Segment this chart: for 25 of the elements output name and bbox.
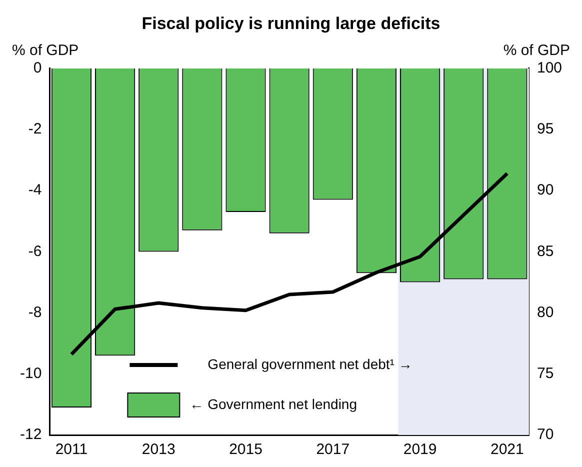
x-tick-label: 2017	[316, 441, 350, 458]
x-tick-label: 2011	[55, 441, 88, 458]
y-tick-label: -12	[20, 426, 42, 444]
x-tick-label: 2021	[490, 441, 524, 458]
x-tick-label: 2015	[229, 441, 262, 458]
x-tick-label: 2019	[403, 441, 437, 458]
legend-label: ← Government net lending	[190, 396, 358, 412]
y2-tick-label: 100	[536, 60, 562, 77]
y-tick-label: -6	[28, 242, 42, 260]
y2-tick-label: 70	[536, 426, 554, 444]
y-tick-label: -4	[28, 182, 42, 199]
y-tick-label: -10	[20, 365, 42, 382]
chart-title: Fiscal policy is running large deficits	[142, 14, 440, 33]
y2-tick-label: 75	[536, 365, 554, 382]
y-tick-label: -2	[28, 120, 42, 138]
y2-tick-label: 90	[536, 182, 554, 199]
y-tick-label: 0	[33, 60, 42, 77]
y2-tick-label: 85	[536, 242, 554, 260]
y2-axis-title: % of GDP	[503, 42, 570, 60]
legend-label: General government net debt¹ →	[208, 356, 412, 372]
x-tick-label: 2013	[142, 441, 176, 458]
y2-tick-label: 80	[536, 304, 554, 321]
y2-tick-label: 95	[536, 120, 554, 138]
y-tick-label: -8	[28, 304, 42, 321]
y-axis-title: % of GDP	[12, 42, 79, 60]
